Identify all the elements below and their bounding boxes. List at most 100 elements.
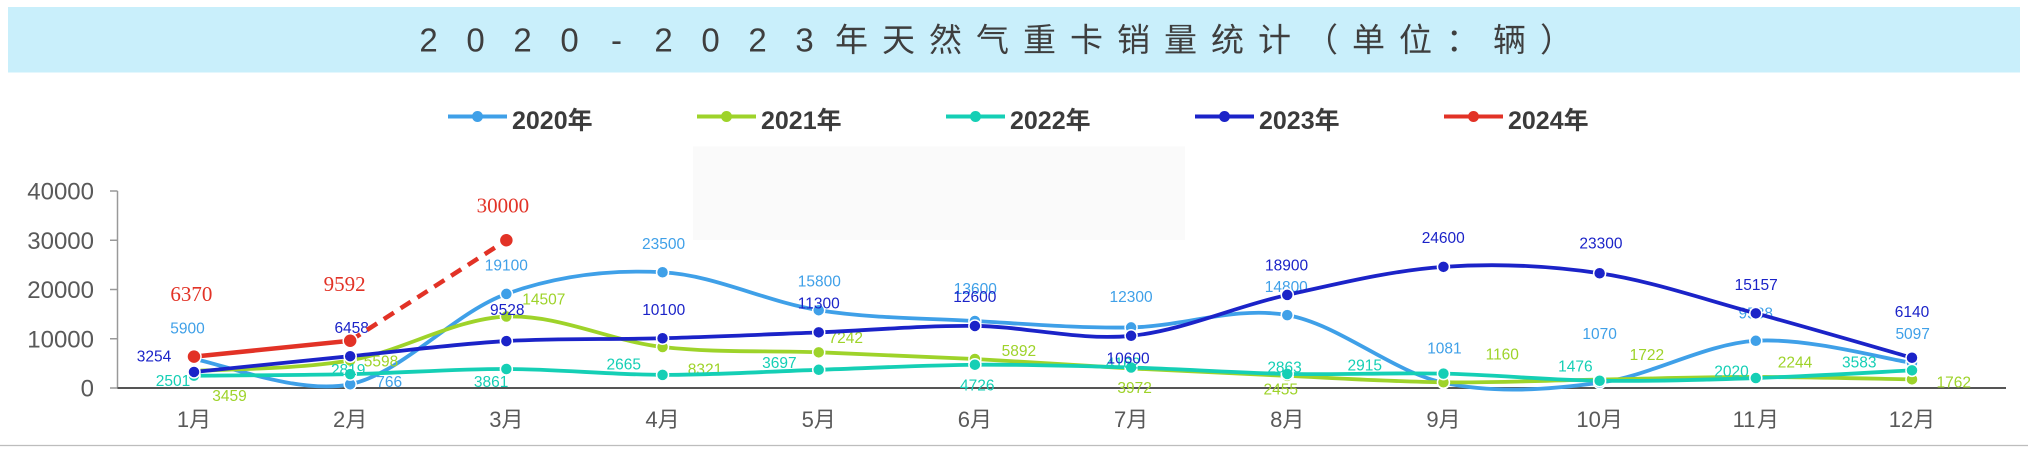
text-run: 6 xyxy=(958,407,970,432)
watermark-remnant-patch xyxy=(693,146,1185,240)
text-run: 1081 xyxy=(1427,340,1461,357)
text-run: 20000 xyxy=(27,277,94,304)
value-label-2022年-7月: 4162 xyxy=(1106,356,1140,373)
legend-label: 2021 xyxy=(761,107,841,135)
data-point-2023年-2月[interactable] xyxy=(343,349,357,363)
text-run: 3972 xyxy=(1117,380,1151,397)
text-run: 7 xyxy=(1114,407,1126,432)
text-run: 4 xyxy=(645,407,657,432)
data-point-2023年-10月[interactable] xyxy=(1592,266,1607,280)
cjk-glyph xyxy=(1118,23,1149,55)
text-run: 6140 xyxy=(1895,304,1930,321)
cjk-glyph xyxy=(1259,23,1290,55)
text-run: 2244 xyxy=(1778,354,1813,371)
cjk-glyph xyxy=(1315,107,1339,132)
data-point-2022年-3月[interactable] xyxy=(499,362,514,376)
legend: 2020 2021 2022 2023 2024 xyxy=(448,107,1588,135)
data-point-2022年-9月[interactable] xyxy=(1436,366,1451,381)
text-run: 10000 xyxy=(27,326,94,353)
text-run: 4162 xyxy=(1106,356,1140,373)
text-run: 30000 xyxy=(477,193,530,217)
series-2022年: 2501 2819 3861 2665 3697 4726 4162 2863 2915 1476… xyxy=(156,354,1919,395)
cjk-glyph xyxy=(1494,23,1525,55)
legend-item-2024年[interactable]: 2024 xyxy=(1444,107,1588,135)
cjk-glyph xyxy=(1757,409,1776,429)
data-point-2022年-2月[interactable] xyxy=(343,367,357,381)
data-point-2022年-12月[interactable] xyxy=(1905,363,1919,378)
y-axis-label: 20000 xyxy=(27,277,94,304)
char: 2 xyxy=(654,22,672,59)
value-label-2023年-2月: 6458 xyxy=(334,320,368,337)
text-run: 2020 xyxy=(1714,363,1749,380)
text-run: 9528 xyxy=(490,302,524,319)
data-point-2020年-11月[interactable] xyxy=(1749,334,1763,348)
data-point-2023年-1月[interactable] xyxy=(187,365,201,379)
data-point-2022年-6月[interactable] xyxy=(968,357,982,372)
data-point-2020年-8月[interactable] xyxy=(1280,308,1295,322)
data-point-2023年-4月[interactable] xyxy=(655,331,670,346)
text-run: 2023 xyxy=(1259,107,1315,135)
value-label-2021年-7月: 3972 xyxy=(1117,380,1151,397)
data-point-2022年-10月[interactable] xyxy=(1592,373,1607,388)
data-point-2023年-3月[interactable] xyxy=(499,334,514,348)
value-label-2022年-4月: 2665 xyxy=(607,356,641,373)
data-point-2023年-11月[interactable] xyxy=(1749,306,1763,321)
legend-item-2020年[interactable]: 2020 xyxy=(448,107,592,135)
text-run: 5892 xyxy=(1002,343,1036,360)
text-run: 8 xyxy=(1270,407,1282,432)
data-point-2020年-4月[interactable] xyxy=(655,265,670,280)
data-point-2021年-5月[interactable] xyxy=(811,345,826,360)
data-point-2024年-3月[interactable] xyxy=(498,232,515,248)
cjk-glyph xyxy=(1601,409,1619,429)
value-label-2021年-6月: 5892 xyxy=(1002,343,1036,360)
text-run: 24600 xyxy=(1422,230,1465,247)
value-label-2023年-1月: 3254 xyxy=(137,348,172,365)
x-axis-label-3月: 3 xyxy=(489,407,520,432)
data-point-2022年-8月[interactable] xyxy=(1280,367,1295,381)
cjk-glyph xyxy=(1071,23,1102,55)
value-label-2023年-5月: 11300 xyxy=(798,296,840,313)
value-label-2020年-12月: 5097 xyxy=(1895,326,1929,343)
text-run: 5900 xyxy=(170,321,205,338)
data-point-2022年-11月[interactable] xyxy=(1749,371,1763,385)
data-point-2020年-5月[interactable] xyxy=(811,303,826,317)
cjk-glyph xyxy=(1283,409,1301,429)
x-axis-label-10月: 10 xyxy=(1576,407,1619,432)
char: 0 xyxy=(466,22,484,59)
legend-item-2021年[interactable]: 2021 xyxy=(697,107,841,135)
data-point-2023年-12月[interactable] xyxy=(1905,351,1919,365)
data-point-2024年-1月[interactable] xyxy=(186,348,202,365)
y-axis-label: 0 xyxy=(81,376,94,403)
cjk-glyph xyxy=(836,23,867,55)
data-point-2022年-7月[interactable] xyxy=(1124,360,1138,375)
x-axis-label-12月: 12 xyxy=(1889,407,1932,432)
value-label-2023年-10月: 23300 xyxy=(1579,236,1622,253)
text-run: 4726 xyxy=(960,378,994,395)
data-point-2021年-3月[interactable] xyxy=(499,309,514,324)
data-point-2023年-7月[interactable] xyxy=(1124,329,1138,343)
legend-item-2022年[interactable]: 2022 xyxy=(946,107,1090,135)
text-run: 3861 xyxy=(474,374,508,391)
cjk-glyph xyxy=(1451,30,1457,52)
text-run: 766 xyxy=(376,374,402,391)
text-run: 18900 xyxy=(1265,257,1308,274)
series-line-2024年 xyxy=(193,338,351,359)
data-point-2023年-6月[interactable] xyxy=(968,319,982,333)
legend-item-2023年[interactable]: 2023 xyxy=(1195,107,1339,135)
text-run: 1070 xyxy=(1582,326,1617,343)
data-point-2022年-5月[interactable] xyxy=(811,363,826,377)
data-point-2023年-5月[interactable] xyxy=(811,325,826,340)
legend-label: 2020 xyxy=(512,107,592,135)
x-axis-label-11月: 11 xyxy=(1733,407,1776,432)
data-point-2020年-3月[interactable] xyxy=(499,287,514,301)
text-run: 1722 xyxy=(1630,347,1664,364)
data-point-2022年-4月[interactable] xyxy=(655,368,670,382)
cjk-glyph xyxy=(1024,23,1055,54)
x-axis-label-9月: 9 xyxy=(1426,407,1457,432)
cjk-glyph xyxy=(1541,23,1551,55)
data-point-2023年-8月[interactable] xyxy=(1280,288,1295,302)
data-point-2023年-9月[interactable] xyxy=(1436,260,1451,274)
data-point-2024年-2月[interactable] xyxy=(342,333,358,349)
value-label-2020年-10月: 1070 xyxy=(1582,326,1617,343)
